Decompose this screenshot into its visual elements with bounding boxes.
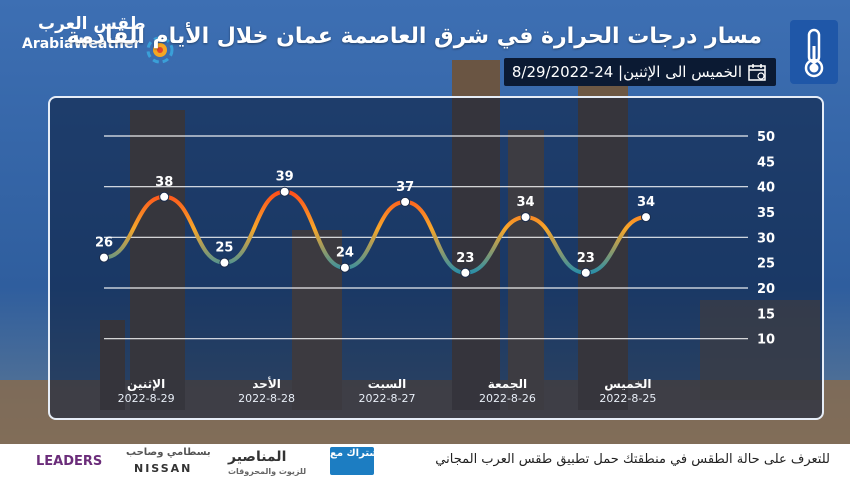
data-point xyxy=(159,191,170,202)
y-tick-label: 35 xyxy=(757,206,775,221)
nissan-logo: NISSAN xyxy=(134,462,193,475)
data-label: 39 xyxy=(276,170,294,185)
data-point xyxy=(641,212,651,223)
y-tick-label: 15 xyxy=(757,307,775,322)
data-point xyxy=(460,267,471,278)
x-day-label: الخميس xyxy=(604,377,651,391)
x-day-label: السبت xyxy=(368,377,406,391)
data-point xyxy=(580,267,591,278)
x-day-label: الجمعة xyxy=(488,377,527,391)
data-label: 38 xyxy=(155,175,173,190)
data-point xyxy=(219,257,230,268)
partnership-badge: بالإشتراك مع xyxy=(330,447,394,475)
temperature-line xyxy=(102,189,648,275)
calendar-icon xyxy=(748,64,766,81)
data-label: 37 xyxy=(396,180,414,195)
data-point xyxy=(520,212,531,223)
data-label: 24 xyxy=(336,246,354,261)
thermometer-badge xyxy=(790,20,838,84)
data-point xyxy=(279,186,290,197)
data-label: 23 xyxy=(577,251,595,266)
manasir-logo: المناصير xyxy=(228,449,287,465)
manasir-subtitle: للزيوت والمحروقات xyxy=(228,467,307,476)
data-point xyxy=(400,196,411,207)
x-date-label: 2022-8-29 xyxy=(118,392,175,405)
data-label: 25 xyxy=(215,241,233,256)
y-tick-label: 20 xyxy=(757,282,775,297)
x-day-label: الإثنين xyxy=(127,377,165,391)
data-point xyxy=(99,252,109,263)
x-day-label: الأحد xyxy=(252,376,281,391)
logo-arabic-text: طقس العرب xyxy=(38,14,146,34)
header: طقس العرب ArabiaWeather مسار درجات الحرا… xyxy=(0,0,850,92)
y-tick-label: 50 xyxy=(757,130,775,145)
y-tick-label: 40 xyxy=(757,181,775,196)
data-label: 23 xyxy=(456,251,474,266)
data-point xyxy=(339,262,350,273)
x-date-label: 2022-8-26 xyxy=(479,392,536,405)
footer-bar: LEADERS بسطامي وصاحب NISSAN المناصير للز… xyxy=(0,444,850,478)
date-range-badge: الخميس الى الإثنين| 24-8/29/2022 xyxy=(503,58,776,86)
footer-cta-text: للتعرف على حالة الطقس في منطقتك حمل تطبي… xyxy=(435,452,830,467)
thermometer-icon xyxy=(804,28,824,78)
x-date-label: 2022-8-27 xyxy=(359,392,416,405)
sun-logo-icon xyxy=(146,36,174,64)
nissan-dealer-name: بسطامي وصاحب xyxy=(126,447,211,458)
x-date-label: 2022-8-28 xyxy=(238,392,295,405)
date-range-text: الخميس الى الإثنين| 24-8/29/2022 xyxy=(511,63,742,81)
x-date-label: 2022-8-25 xyxy=(599,392,656,405)
y-tick-label: 45 xyxy=(757,155,775,170)
data-label: 34 xyxy=(637,195,655,210)
y-tick-label: 30 xyxy=(757,231,775,246)
y-tick-label: 10 xyxy=(757,333,775,348)
page-title: مسار درجات الحرارة في شرق العاصمة عمان خ… xyxy=(66,24,762,49)
y-tick-label: 25 xyxy=(757,257,775,272)
logo-english-text: ArabiaWeather xyxy=(22,36,141,52)
data-label: 34 xyxy=(517,195,535,210)
leaders-logo: LEADERS xyxy=(36,454,103,469)
chart-panel xyxy=(48,96,824,420)
data-label: 26 xyxy=(95,236,113,251)
